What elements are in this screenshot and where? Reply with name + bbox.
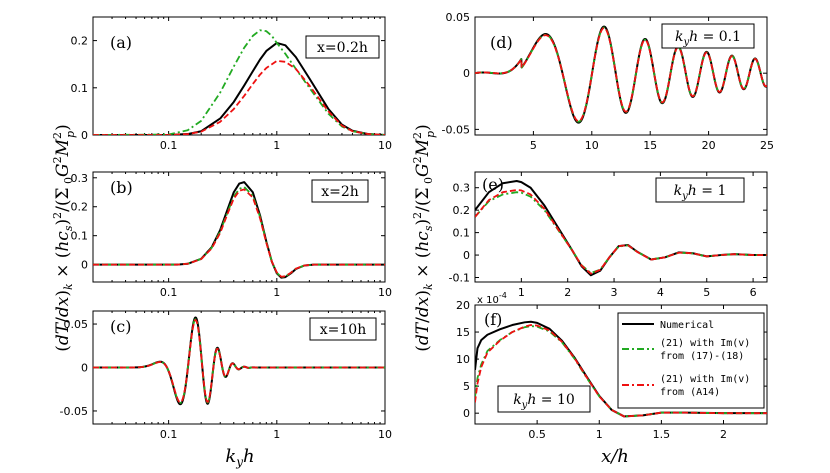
panel-a: 0.1 1 10 0 0.1 0.2 (a) x=0.2h (71, 16, 392, 152)
panel-label-b: (b) (110, 178, 133, 197)
xtick-label-c: 10 (378, 428, 392, 441)
xtick-label-f: 2 (720, 428, 727, 441)
panel-label-e: (e) (482, 175, 504, 194)
xtick-label-e: 2 (564, 286, 571, 299)
plot-frame-a (92, 16, 386, 136)
annotation-box-b (311, 179, 369, 203)
ytick-label-f: 15 (456, 326, 470, 339)
annotation-text-f: kyh = 10 (513, 392, 575, 411)
xtick-label-d: 25 (760, 139, 774, 152)
annotation-box-a (305, 35, 380, 59)
panel-label-a: (a) (110, 33, 132, 52)
xtick-label-f: 1 (596, 428, 603, 441)
ytick-label-d: 0 (463, 67, 470, 80)
series-line-a-2 (93, 60, 385, 135)
panel-d: 5 10 15 20 25 -0.05 0 0.05 (d) kyh = 0.1 (442, 11, 774, 152)
legend-box (617, 312, 765, 409)
panel-label-c: (c) (110, 317, 131, 336)
xtick-label-f: 1.5 (653, 428, 671, 441)
plot-frame-d (474, 16, 768, 136)
annotation-box-e (655, 177, 745, 203)
right-xlabel: x/h (601, 446, 629, 467)
xtick-label-e: 4 (657, 286, 664, 299)
ytick-label-b: 0 (81, 259, 88, 272)
ytick-label-a: 0 (81, 129, 88, 142)
xtick-label-c: 0.1 (160, 428, 178, 441)
ytick-label-f: 5 (463, 380, 470, 393)
ytick-label-e: -0.1 (449, 272, 470, 285)
ytick-label-f: 10 (456, 353, 470, 366)
xtick-label-b: 10 (378, 286, 392, 299)
xtick-label-e: 1 (518, 286, 525, 299)
xtick-label-f: 0.5 (528, 428, 546, 441)
annotation-text-a: x=0.2h (317, 40, 368, 56)
panel-c: 0.1 1 10 -0.05 0 0.05 (c) x=10h (60, 310, 392, 441)
legend-red-label-line1: (21) with Im(v) (660, 374, 750, 385)
ytick-label-a: 0.2 (71, 35, 89, 48)
xtick-label-c: 1 (273, 428, 280, 441)
panel-label-f: (f) (484, 310, 502, 329)
xtick-label-d: 10 (585, 139, 599, 152)
ytick-label-b: 0.3 (71, 172, 89, 185)
panel-label-d: (d) (490, 33, 513, 52)
ytick-label-c: 0 (81, 362, 88, 375)
ytick-label-b: 0.1 (71, 230, 89, 243)
panel-e: 1 2 3 4 5 6 -0.1 0 0.1 0.2 0.3 (e) kyh = 1 (449, 171, 768, 299)
legend-red-label-line2: from (A14) (660, 387, 720, 398)
annotation-box-c (309, 317, 377, 341)
xtick-label-e: 3 (611, 286, 618, 299)
panel-b: 0.1 1 10 0 0.1 0.2 0.3 (b) x=2h (71, 171, 392, 299)
ytick-label-a: 0.1 (71, 82, 89, 95)
xtick-label-d: 15 (643, 139, 657, 152)
series-line-c-2 (93, 319, 385, 404)
legend: Numerical (21) with Im(v) from (17)-(18)… (617, 312, 765, 409)
ytick-label-d: 0.05 (446, 11, 471, 24)
ytick-label-e: 0.2 (453, 204, 471, 217)
annotation-box-f (497, 385, 591, 413)
annotation-text-e: kyh = 1 (674, 183, 727, 202)
annotation-text-d: kyh = 0.1 (675, 29, 741, 48)
plot-frame-e (474, 171, 768, 283)
xtick-label-a: 10 (378, 139, 392, 152)
xtick-label-a: 1 (273, 139, 280, 152)
left-xlabel: kyh (225, 446, 254, 469)
series-line-f-2 (475, 324, 767, 418)
series-line-e-1 (475, 191, 767, 274)
xtick-label-a: 0.1 (160, 139, 178, 152)
xtick-label-d: 20 (702, 139, 716, 152)
plot-frame-b (92, 171, 386, 283)
ytick-label-f: 20 (456, 299, 470, 312)
legend-numerical-label: Numerical (660, 320, 714, 331)
ytick-label-e: 0.3 (453, 182, 471, 195)
series-line-d-2 (475, 27, 767, 123)
ytick-label-f: 0 (463, 407, 470, 420)
annotation-box-d (661, 23, 755, 49)
ytick-label-c: 0.05 (64, 318, 89, 331)
ytick-label-d: -0.05 (442, 123, 470, 136)
ytick-label-e: 0.1 (453, 227, 471, 240)
series-line-e-2 (475, 189, 767, 275)
xtick-label-b: 0.1 (160, 286, 178, 299)
annotation-text-b: x=2h (321, 184, 359, 200)
series-line-a-1 (93, 29, 385, 135)
xtick-label-e: 5 (703, 286, 710, 299)
xtick-label-d: 5 (530, 139, 537, 152)
legend-green-label-line1: (21) with Im(v) (660, 338, 750, 349)
ytick-label-c: -0.05 (60, 405, 88, 418)
annotation-text-c: x=10h (320, 322, 366, 338)
ytick-label-b: 0.2 (71, 201, 89, 214)
legend-green-label-line2: from (17)-(18) (660, 351, 744, 362)
series-line-b-2 (93, 188, 385, 278)
axis-multiplier-f: x 10-4 (477, 291, 507, 306)
ytick-label-e: 0 (463, 249, 470, 262)
xtick-label-e: 6 (750, 286, 757, 299)
right-ylabel: (dT/dx)k × (hcs)2/(Σ 0G2M2p) (411, 124, 437, 351)
xtick-label-b: 1 (273, 286, 280, 299)
